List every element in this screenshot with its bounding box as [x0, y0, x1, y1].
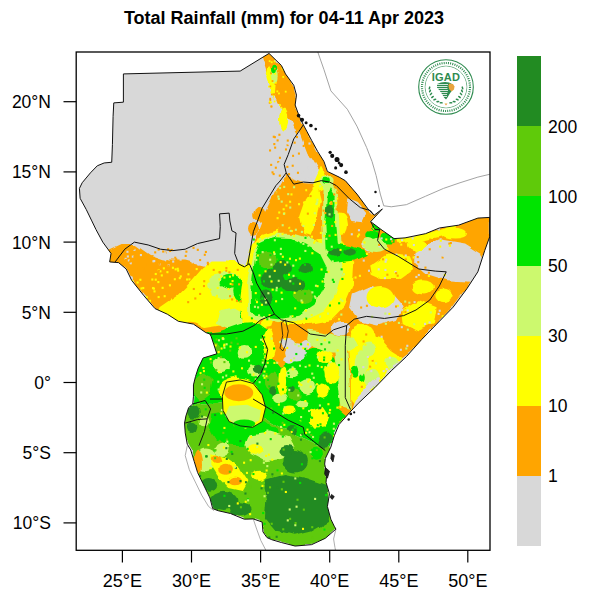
- svg-text:IGAD: IGAD: [432, 71, 461, 83]
